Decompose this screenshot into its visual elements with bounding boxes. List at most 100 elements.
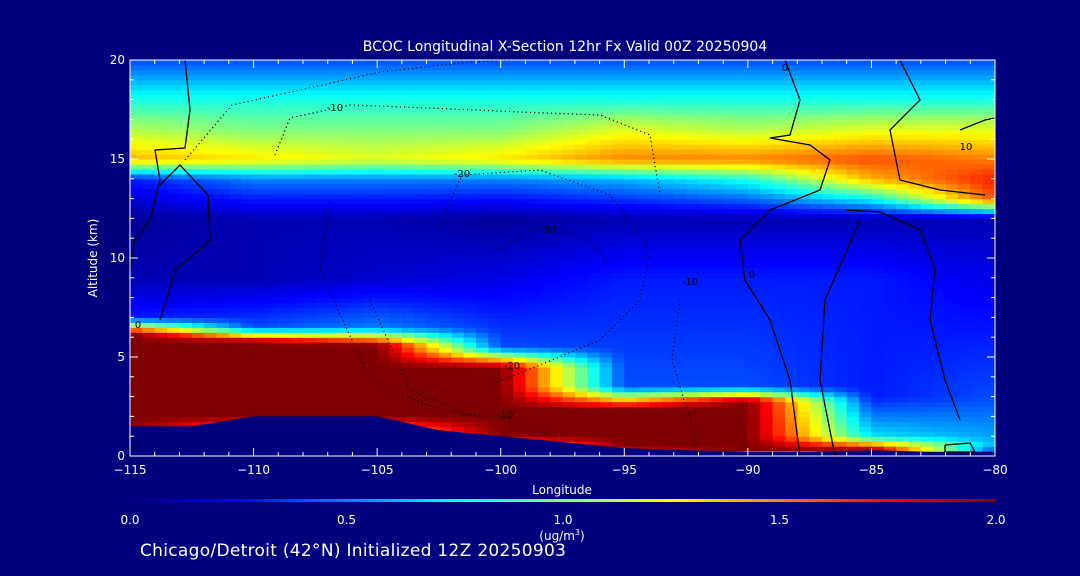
heat-cell bbox=[797, 426, 811, 432]
heat-cell bbox=[574, 84, 588, 91]
heat-cell bbox=[377, 307, 391, 314]
heat-cell bbox=[476, 168, 489, 175]
heat-cell bbox=[698, 203, 712, 210]
heat-cell bbox=[859, 238, 873, 244]
heat-cell bbox=[377, 267, 391, 274]
heat-cell bbox=[859, 223, 873, 229]
heat-cell bbox=[896, 386, 910, 393]
heat-cell bbox=[686, 426, 700, 432]
heat-cell bbox=[340, 154, 354, 160]
heat-cell bbox=[587, 282, 601, 289]
heat-cell bbox=[636, 267, 650, 274]
heat-cell bbox=[513, 297, 527, 304]
heat-cell bbox=[673, 139, 687, 145]
heat-cell bbox=[278, 89, 292, 96]
heat-cell bbox=[686, 376, 700, 383]
heat-cell bbox=[290, 371, 304, 378]
heat-cell bbox=[846, 159, 860, 165]
heat-cell bbox=[698, 352, 712, 358]
heat-cell bbox=[784, 154, 798, 160]
heat-cell bbox=[686, 94, 700, 101]
heat-cell bbox=[241, 119, 255, 125]
heat-cell bbox=[130, 168, 143, 175]
heat-cell bbox=[550, 337, 564, 343]
heat-cell bbox=[340, 386, 354, 393]
heat-cell bbox=[537, 416, 551, 422]
heat-cell bbox=[377, 332, 391, 338]
heat-cell bbox=[809, 178, 823, 185]
heat-cell bbox=[747, 60, 761, 66]
heat-cell bbox=[414, 253, 428, 259]
heat-cell bbox=[303, 109, 316, 116]
heat-cell bbox=[859, 267, 873, 274]
heat-cell bbox=[698, 391, 712, 398]
heat-cell bbox=[846, 421, 860, 427]
heat-cell bbox=[673, 173, 687, 180]
heat-cell bbox=[191, 109, 205, 116]
heat-cell bbox=[303, 401, 316, 408]
heat-cell bbox=[834, 104, 848, 111]
heat-cell bbox=[179, 376, 193, 383]
heat-cell bbox=[735, 183, 749, 190]
heat-cell bbox=[698, 109, 712, 116]
heat-cell bbox=[500, 352, 514, 358]
heat-cell bbox=[735, 371, 749, 378]
heat-cell bbox=[340, 134, 354, 140]
heat-cell bbox=[871, 64, 885, 71]
heat-cell bbox=[191, 277, 205, 284]
heat-cell bbox=[488, 114, 502, 120]
heat-cell bbox=[846, 302, 860, 309]
heat-cell bbox=[303, 322, 316, 328]
heat-cell bbox=[859, 366, 873, 373]
heat-cell bbox=[661, 436, 675, 442]
heat-cell bbox=[574, 366, 588, 373]
heat-cell bbox=[550, 361, 564, 368]
heat-cell bbox=[253, 361, 267, 368]
heat-cell bbox=[253, 64, 267, 71]
heat-cell bbox=[797, 431, 811, 437]
heat-cell bbox=[760, 193, 774, 200]
heat-cell bbox=[686, 446, 700, 452]
heat-cell bbox=[389, 139, 403, 145]
heat-cell bbox=[525, 292, 539, 299]
heat-cell bbox=[315, 114, 329, 120]
heat-cell bbox=[611, 149, 625, 155]
heat-cell bbox=[179, 337, 193, 343]
heat-cell bbox=[611, 406, 625, 413]
heat-cell bbox=[574, 347, 588, 353]
heat-cell bbox=[599, 302, 613, 309]
heat-cell bbox=[661, 391, 675, 398]
heat-cell bbox=[859, 307, 873, 314]
heat-cell bbox=[760, 421, 774, 427]
heat-cell bbox=[179, 243, 193, 249]
heat-cell bbox=[500, 60, 514, 66]
heat-cell bbox=[500, 154, 514, 160]
heat-cell bbox=[624, 223, 638, 229]
heat-cell bbox=[352, 168, 366, 175]
heat-cell bbox=[636, 124, 650, 130]
heat-cell bbox=[686, 114, 700, 120]
heat-cell bbox=[167, 337, 181, 343]
heat-cell bbox=[550, 302, 564, 309]
heat-cell bbox=[154, 64, 168, 71]
heat-cell bbox=[167, 134, 181, 140]
heat-cell bbox=[760, 60, 774, 66]
heat-cell bbox=[513, 203, 527, 210]
heat-cell bbox=[871, 332, 885, 338]
heat-cell bbox=[426, 262, 440, 269]
heat-cell bbox=[772, 253, 786, 259]
heat-cell bbox=[747, 178, 761, 185]
heat-cell bbox=[278, 69, 292, 76]
heat-cell bbox=[710, 327, 724, 333]
heat-cell bbox=[154, 347, 168, 353]
heat-cell bbox=[784, 327, 798, 333]
heat-cell bbox=[599, 332, 613, 338]
heat-cell bbox=[859, 411, 873, 417]
heat-cell bbox=[228, 371, 242, 378]
heat-cell bbox=[649, 233, 662, 239]
heat-cell bbox=[723, 238, 737, 244]
heat-cell bbox=[574, 198, 588, 205]
heat-cell bbox=[587, 411, 601, 417]
heat-cell bbox=[661, 431, 675, 437]
heat-cell bbox=[265, 248, 279, 254]
